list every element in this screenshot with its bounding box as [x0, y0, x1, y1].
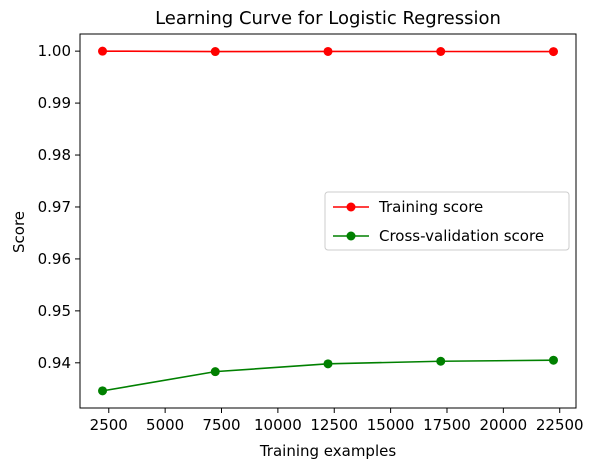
series-point-0 — [548, 47, 558, 57]
y-tick-label: 0.98 — [38, 146, 71, 164]
x-tick-label: 15000 — [367, 416, 415, 434]
legend-label-1: Cross-validation score — [379, 227, 544, 245]
legend: Training score Cross-validation score — [324, 191, 570, 251]
x-tick-label: 17500 — [423, 416, 471, 434]
series-point-0 — [98, 46, 108, 56]
x-tick-label: 12500 — [310, 416, 358, 434]
legend-marker-1 — [346, 231, 356, 241]
x-tick-label: 22500 — [536, 416, 584, 434]
y-tick-label: 0.97 — [38, 198, 71, 216]
axes-frame — [79, 33, 577, 409]
x-tick-label: 2500 — [90, 416, 128, 434]
series-point-1 — [548, 355, 558, 365]
legend-label-0: Training score — [378, 198, 483, 216]
y-axis: 0.94 0.95 0.96 0.97 0.98 0.99 1.00 — [38, 42, 80, 372]
x-tick-label: 20000 — [479, 416, 527, 434]
y-tick-label: 1.00 — [38, 42, 71, 60]
x-tick-label: 10000 — [254, 416, 302, 434]
series-point-1 — [323, 359, 333, 369]
series-point-0 — [210, 47, 220, 57]
series-point-1 — [98, 386, 108, 396]
y-tick-label: 0.99 — [38, 94, 71, 112]
x-tick-label: 7500 — [202, 416, 240, 434]
series-point-1 — [210, 367, 220, 377]
x-tick-label: 5000 — [146, 416, 184, 434]
legend-box — [324, 191, 570, 251]
series-point-0 — [323, 46, 333, 56]
legend-marker-0 — [346, 202, 356, 212]
x-axis-label: Training examples — [259, 442, 397, 460]
y-axis-label: Score — [10, 211, 28, 253]
y-tick-label: 0.96 — [38, 250, 71, 268]
series-point-0 — [436, 47, 446, 57]
series-point-1 — [436, 356, 446, 366]
y-tick-label: 0.94 — [38, 354, 71, 372]
y-tick-label: 0.95 — [38, 302, 71, 320]
plot-area — [79, 33, 577, 409]
chart-title: Learning Curve for Logistic Regression — [155, 8, 501, 29]
x-axis: 2500 5000 7500 10000 12500 15000 17500 20000 225… — [90, 408, 584, 434]
